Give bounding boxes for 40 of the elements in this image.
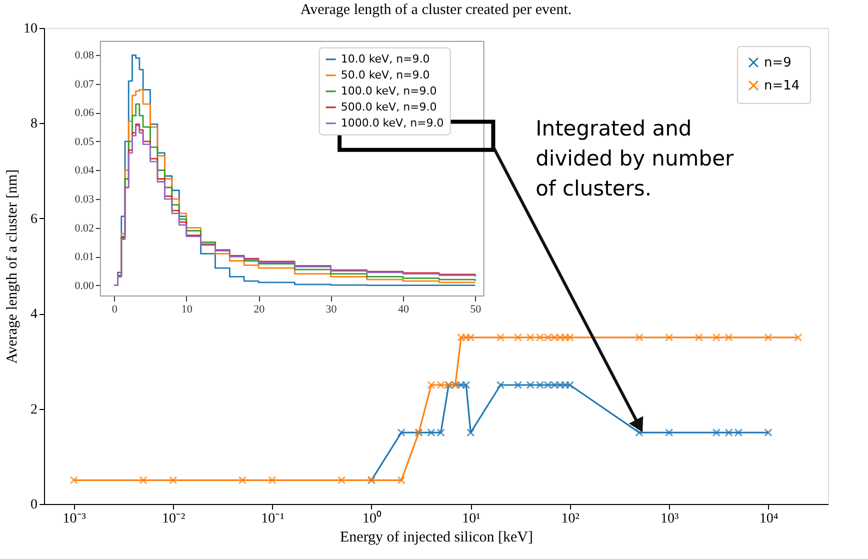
x-tick-label: 20 [254,303,266,316]
legend-label: 100.0 keV, n=9.0 [340,84,437,98]
y-tick-label: 0.05 [74,136,94,148]
x-tick-label: 10⁻³ [62,512,86,526]
y-tick-label: 10 [24,22,38,36]
y-tick-label: 0.03 [74,194,94,206]
y-tick-label: 0.01 [74,251,94,264]
legend-label: n=14 [764,78,800,94]
y-axis-title: Average length of a cluster [nm] [4,169,20,364]
legend-label: 10.0 keV, n=9.0 [340,52,430,66]
x-tick-label: 10⁴ [759,512,778,526]
y-tick-label: 0 [30,498,38,512]
y-tick-label: 0.08 [74,50,94,62]
x-tick-label: 10⁻¹ [261,512,284,526]
y-tick-label: 6 [30,212,38,227]
y-tick-label: 8 [30,116,38,132]
annotation: Integrated and divided by number of clusters. [536,116,734,200]
x-tick-label: 10¹ [462,512,480,526]
x-tick-label: 10³ [660,512,679,526]
x-axis-title: Energy of injected silicon [keV] [340,530,533,546]
x-tick-label: 10² [561,512,580,526]
x-tick-label: 0 [112,303,118,316]
y-tick-label: 2 [30,402,38,418]
legend-label: 500.0 keV, n=9.0 [340,100,437,114]
x-tick-label: 40 [398,303,410,316]
legend-label: n=9 [764,56,792,70]
y-tick-label: 0.02 [74,222,94,234]
x-tick-label: 10 [181,303,193,316]
y-tick-label: 0.06 [74,107,94,120]
y-tick-label: 0.04 [74,164,94,177]
x-tick-label: 10⁻² [162,512,186,526]
legend-label: 1000.0 keV, n=9.0 [340,116,444,130]
x-tick-label: 30 [326,303,338,316]
y-tick-label: 0.00 [74,280,94,292]
y-tick-label: 4 [30,307,38,322]
x-tick-label: 50 [470,303,482,316]
x-tick-label: 10⁰ [362,510,382,526]
legend-label: 50.0 keV, n=9.0 [340,68,430,82]
y-tick-label: 0.07 [74,78,94,90]
chart-title: Average length of a cluster created per event. [300,2,572,18]
